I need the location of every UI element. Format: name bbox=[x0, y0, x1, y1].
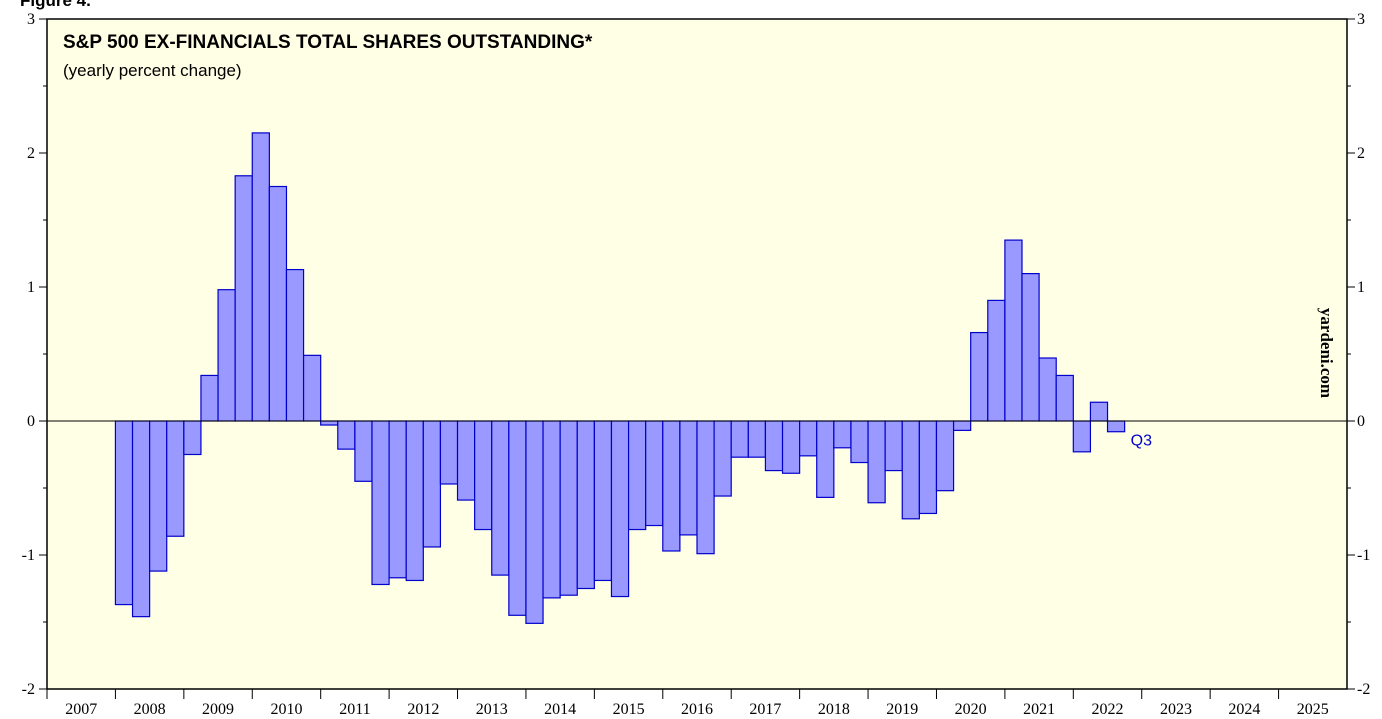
x-tick-label: 2015 bbox=[613, 701, 645, 718]
bar bbox=[200, 374, 219, 422]
y-tick-label: 1 bbox=[27, 279, 35, 296]
bar bbox=[1089, 401, 1109, 422]
x-tick-label: 2023 bbox=[1160, 701, 1192, 718]
bar bbox=[559, 420, 578, 596]
x-tick-label: 2018 bbox=[818, 701, 850, 718]
bar bbox=[816, 420, 835, 498]
y2-tick-label: -1 bbox=[1357, 547, 1370, 564]
x-tick-label: 2020 bbox=[955, 701, 987, 718]
y2-tick-label: 1 bbox=[1357, 279, 1365, 296]
y-tick-label: 0 bbox=[27, 413, 35, 430]
bar bbox=[474, 420, 493, 531]
bar bbox=[114, 420, 134, 606]
bar bbox=[337, 420, 356, 450]
bar bbox=[251, 132, 270, 422]
y-tick-label: 3 bbox=[27, 11, 35, 28]
x-tick-label: 2022 bbox=[1092, 701, 1124, 718]
x-tick-label: 2021 bbox=[1023, 701, 1055, 718]
bar bbox=[456, 420, 476, 501]
bar bbox=[1004, 239, 1023, 422]
y2-tick-label: 3 bbox=[1357, 11, 1365, 28]
bar bbox=[508, 420, 527, 616]
bar bbox=[576, 420, 595, 590]
bar bbox=[1038, 357, 1057, 422]
x-tick-label: 2009 bbox=[202, 701, 234, 718]
y2-tick-label: 0 bbox=[1357, 413, 1365, 430]
bar bbox=[439, 420, 459, 485]
bar bbox=[320, 420, 339, 426]
bar bbox=[713, 420, 732, 497]
watermark: yardeni.com bbox=[1317, 308, 1336, 398]
bar bbox=[405, 420, 424, 582]
annotation: Q3 bbox=[1131, 433, 1152, 450]
bar bbox=[747, 420, 767, 458]
bar bbox=[901, 420, 920, 520]
bar bbox=[952, 420, 972, 431]
bar bbox=[781, 420, 801, 474]
bar bbox=[935, 420, 955, 492]
y2-tick-label: 2 bbox=[1357, 145, 1365, 162]
bar bbox=[679, 420, 698, 536]
x-tick-label: 2012 bbox=[407, 701, 439, 718]
bar bbox=[166, 420, 185, 537]
x-tick-label: 2007 bbox=[65, 701, 97, 718]
bar bbox=[422, 420, 442, 548]
bar bbox=[131, 420, 151, 618]
bar bbox=[1072, 420, 1092, 453]
x-tick-label: 2019 bbox=[886, 701, 918, 718]
bar bbox=[542, 420, 561, 599]
bar bbox=[217, 289, 236, 422]
x-tick-label: 2010 bbox=[270, 701, 302, 718]
x-tick-label: 2013 bbox=[476, 701, 508, 718]
bar bbox=[662, 420, 681, 552]
y2-tick-label: -2 bbox=[1357, 681, 1370, 698]
bar bbox=[764, 420, 784, 472]
bar bbox=[696, 420, 715, 555]
bar bbox=[491, 420, 510, 576]
bar bbox=[183, 420, 202, 456]
bar bbox=[970, 331, 989, 422]
bar bbox=[610, 420, 630, 598]
bar bbox=[1021, 273, 1040, 422]
bar bbox=[850, 420, 869, 464]
chart-title: S&P 500 EX-FINANCIALS TOTAL SHARES OUTST… bbox=[63, 32, 593, 53]
x-tick-label: 2025 bbox=[1297, 701, 1329, 718]
bar bbox=[302, 354, 322, 422]
bar bbox=[285, 268, 305, 422]
bar bbox=[1055, 374, 1074, 422]
x-tick-label: 2017 bbox=[749, 701, 781, 718]
bar bbox=[388, 420, 407, 579]
bar bbox=[1106, 420, 1126, 433]
bar bbox=[371, 420, 390, 586]
bar bbox=[987, 299, 1006, 422]
x-tick-label: 2014 bbox=[544, 701, 576, 718]
y-tick-label: -1 bbox=[22, 547, 35, 564]
x-tick-label: 2008 bbox=[134, 701, 166, 718]
y-tick-label: -2 bbox=[22, 681, 35, 698]
bar bbox=[149, 420, 168, 572]
bar bbox=[867, 420, 886, 504]
y-tick-label: 2 bbox=[27, 145, 35, 162]
bar bbox=[354, 420, 373, 482]
bar bbox=[234, 175, 253, 422]
bar bbox=[799, 420, 818, 457]
x-tick-label: 2024 bbox=[1228, 701, 1260, 718]
bar bbox=[918, 420, 938, 515]
bar bbox=[884, 420, 903, 472]
chart-subtitle: (yearly percent change) bbox=[63, 61, 242, 80]
bar bbox=[593, 420, 613, 582]
bar bbox=[730, 420, 749, 458]
x-tick-label: 2016 bbox=[681, 701, 713, 718]
bar bbox=[645, 420, 664, 527]
x-tick-label: 2011 bbox=[339, 701, 370, 718]
figure-label: Figure 4. bbox=[20, 0, 91, 10]
bar bbox=[525, 420, 544, 624]
bar bbox=[833, 420, 852, 449]
bar bbox=[627, 420, 647, 531]
bar bbox=[268, 185, 288, 422]
